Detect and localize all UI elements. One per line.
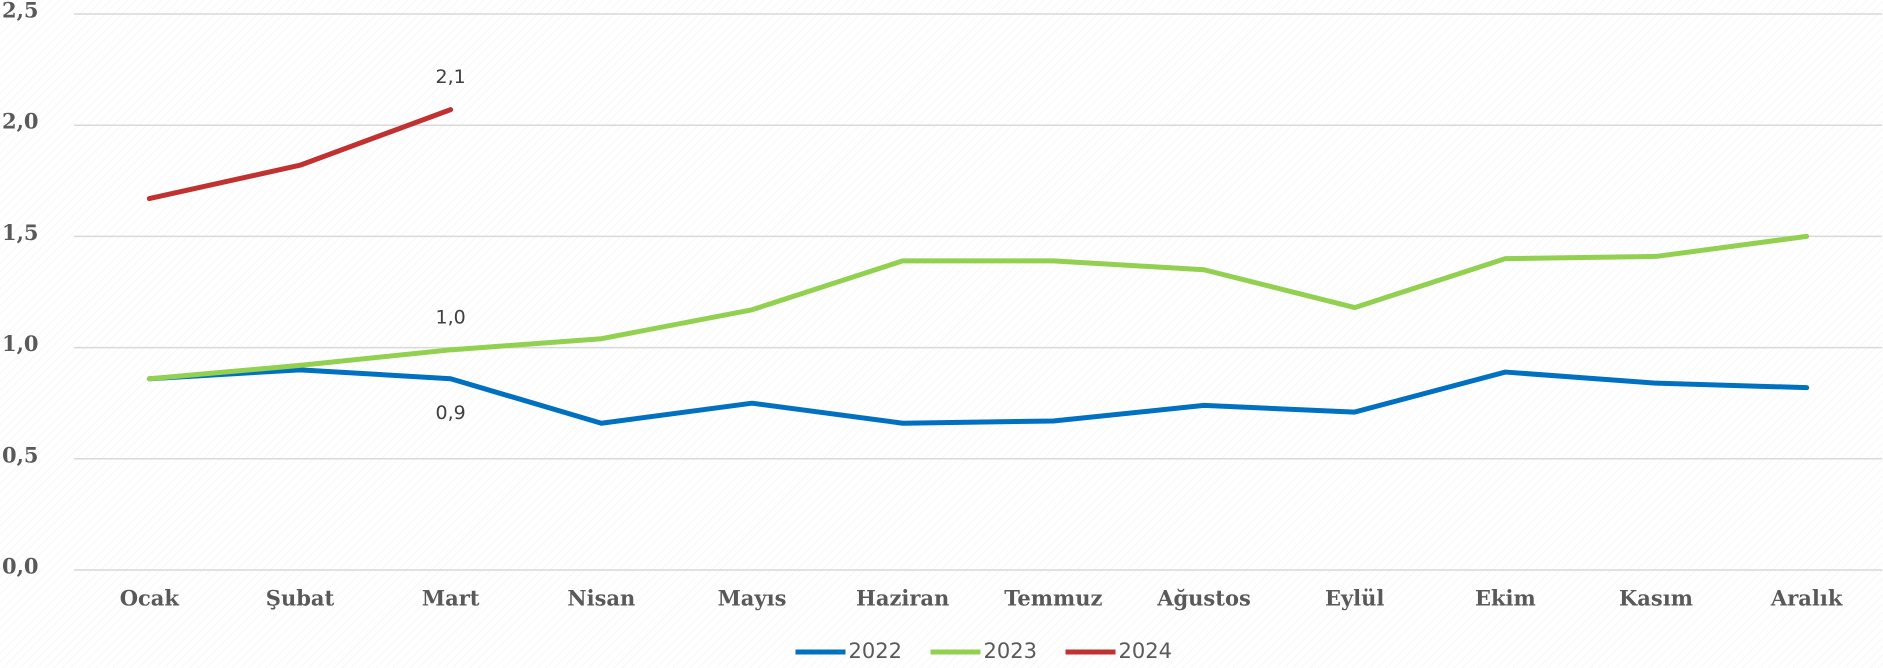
data-label: 2,1 xyxy=(436,66,466,88)
x-tick-label: Aralık xyxy=(1770,586,1843,611)
y-tick-label: 0,5 xyxy=(2,442,39,467)
legend-label: 2023 xyxy=(984,639,1037,663)
x-tick-label: Temmuz xyxy=(1004,586,1102,611)
x-tick-label: Ocak xyxy=(120,586,180,611)
x-tick-label: Haziran xyxy=(856,586,949,611)
x-tick-label: Şubat xyxy=(266,586,335,611)
series-line xyxy=(146,367,1810,426)
x-tick-label: Mayıs xyxy=(718,586,787,611)
series-line xyxy=(146,107,454,202)
y-tick-label: 1,5 xyxy=(2,220,39,245)
x-tick-label: Kasım xyxy=(1619,586,1693,611)
y-tick-label: 1,0 xyxy=(2,331,39,356)
series-line xyxy=(146,233,1810,382)
data-label: 0,9 xyxy=(436,402,466,424)
legend-label: 2024 xyxy=(1119,639,1172,663)
y-tick-label: 2,0 xyxy=(2,109,39,134)
y-tick-label: 2,5 xyxy=(2,0,39,23)
x-tick-label: Ekim xyxy=(1475,586,1536,611)
x-tick-label: Nisan xyxy=(567,586,635,611)
y-tick-label: 0,0 xyxy=(2,554,39,579)
x-tick-label: Ağustos xyxy=(1156,586,1251,611)
legend-label: 2022 xyxy=(849,639,902,663)
data-label: 1,0 xyxy=(436,306,466,328)
x-tick-label: Mart xyxy=(422,586,480,611)
x-tick-label: Eylül xyxy=(1325,586,1384,611)
